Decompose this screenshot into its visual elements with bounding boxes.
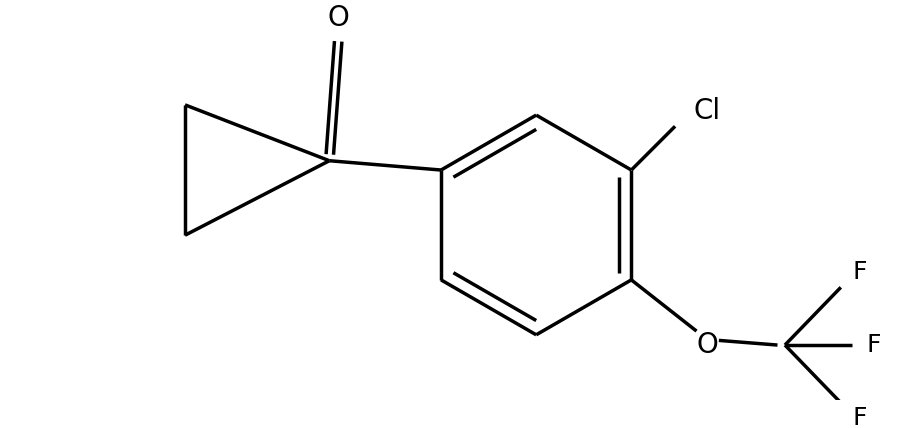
- Text: F: F: [853, 406, 867, 428]
- Text: Cl: Cl: [693, 98, 721, 125]
- Text: O: O: [328, 4, 350, 32]
- Text: F: F: [853, 261, 867, 285]
- Text: F: F: [867, 333, 881, 357]
- Text: O: O: [697, 331, 718, 359]
